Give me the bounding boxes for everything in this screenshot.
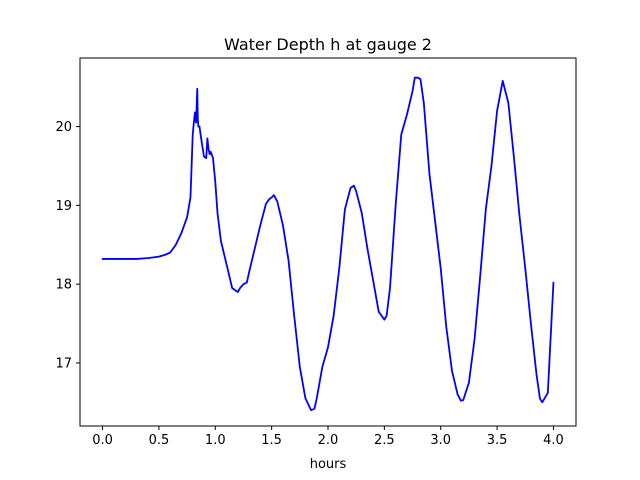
x-tick-label: 2.0 xyxy=(318,433,339,448)
x-tick-label: 2.5 xyxy=(374,433,395,448)
plot-area xyxy=(101,76,555,412)
x-tick-label: 4.0 xyxy=(543,433,564,448)
series-line-0 xyxy=(101,76,555,412)
y-tick-label: 18 xyxy=(55,278,72,293)
y-tick-label: 17 xyxy=(55,356,72,371)
x-tick-label: 0.0 xyxy=(92,433,113,448)
x-axis-label: hours xyxy=(310,457,347,472)
x-tick-label: 1.5 xyxy=(261,433,282,448)
chart-title: Water Depth h at gauge 2 xyxy=(224,35,432,54)
x-tick-label: 3.0 xyxy=(430,433,451,448)
x-tick-label: 0.5 xyxy=(149,433,170,448)
axes: 0.0 0.5 1.0 1.5 2.0 2.5 3.0 3.5 4.0 17 18 19 20 xyxy=(55,57,577,448)
y-tick-label: 20 xyxy=(55,120,72,135)
y-tick-label: 19 xyxy=(55,199,72,214)
x-tick-label: 1.0 xyxy=(205,433,226,448)
x-tick-label: 3.5 xyxy=(487,433,508,448)
